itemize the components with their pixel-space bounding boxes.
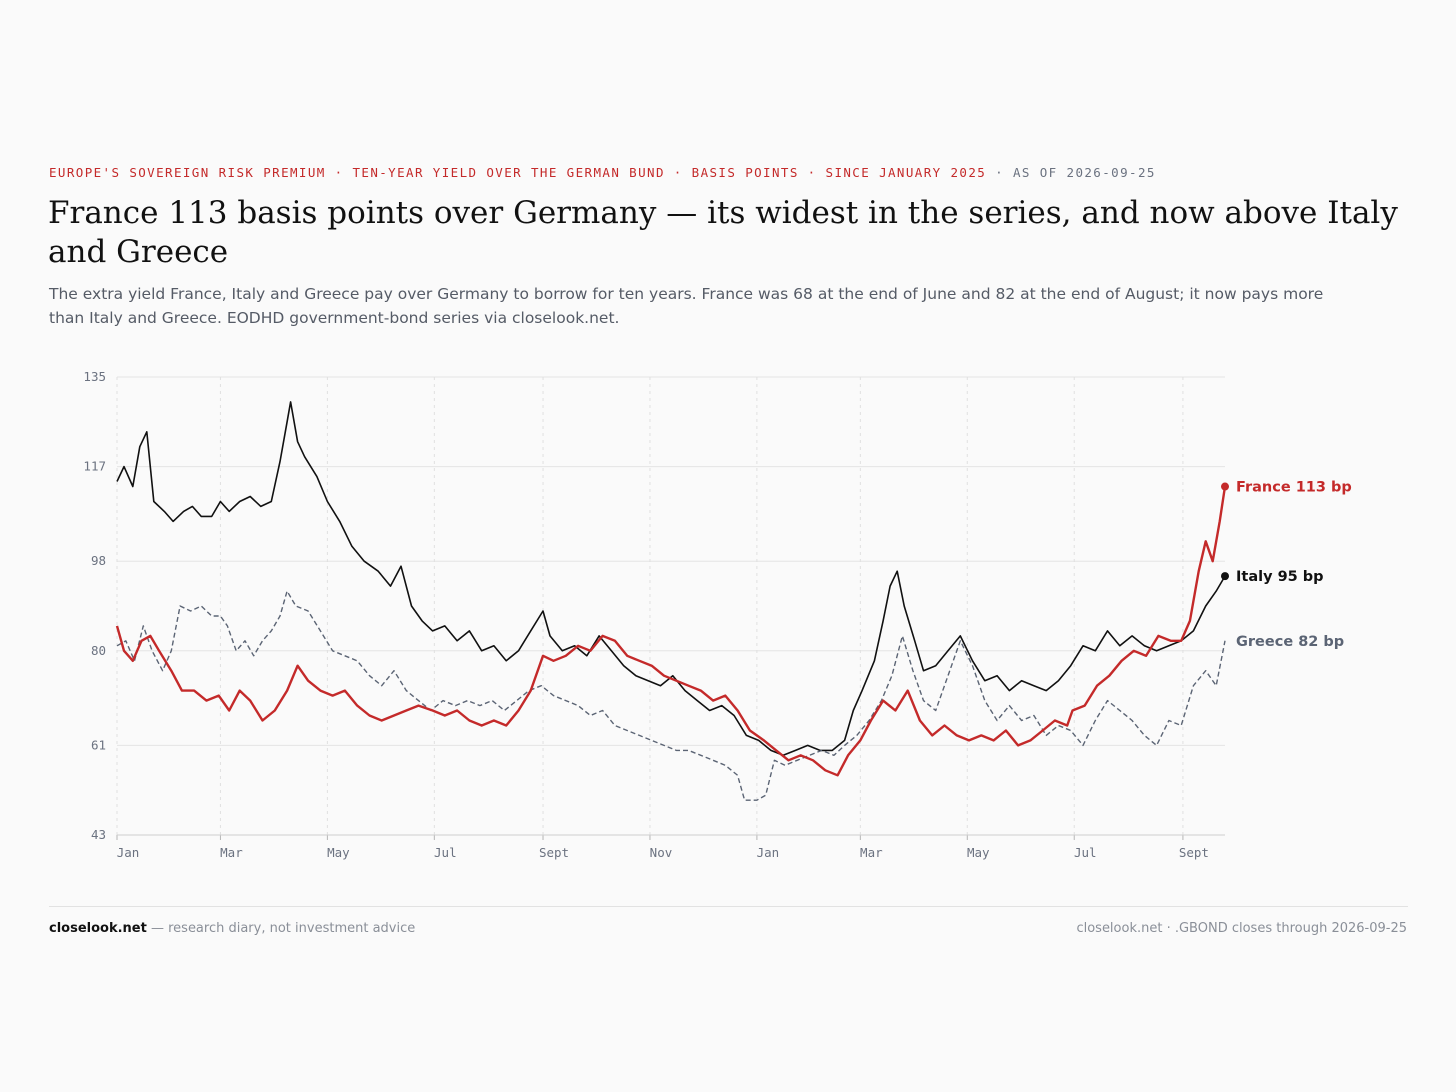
greece-end-label: Greece 82 bp [1236,634,1344,650]
y-tick-label: 117 [83,459,106,474]
footer-divider [49,906,1408,907]
chart-subtitle: The extra yield France, Italy and Greece… [49,285,1324,327]
x-tick-label: Mar [220,845,243,860]
x-tick-label: Sept [1179,845,1209,860]
x-tick-label: May [327,845,350,860]
footer-brand-block: closelook.net — research diary, not inve… [49,921,415,936]
y-tick-label: 61 [91,737,106,752]
kicker-topic: EUROPE'S SOVEREIGN RISK PREMIUM · TEN-YE… [49,165,987,180]
italy-end-dot [1221,572,1229,581]
x-tick-label: Jul [434,845,457,860]
x-tick-label: Sept [539,845,569,860]
y-tick-label: 98 [91,553,106,568]
x-tick-label: May [967,845,990,860]
chart-end-labels: Italy 95 bp Greece 82 bp France 113 bp [1221,480,1352,650]
chart-axes: 43 61 80 98 117 135 Jan Mar May Jul Sept Nov Jan Mar M… [83,369,1225,860]
chart-title: France 113 basis points over Germany — i… [48,195,1398,270]
y-tick-label: 43 [91,827,106,842]
chart-series [115,401,1227,801]
france-end-label: France 113 bp [1236,480,1352,496]
y-tick-label: 135 [83,369,106,384]
greece-series-line [116,590,1226,801]
italy-end-label: Italy 95 bp [1236,569,1324,585]
france-series-line [115,486,1227,777]
x-tick-label: Nov [650,845,673,860]
spread-line-chart: 43 61 80 98 117 135 Jan Mar May Jul Sept Nov Jan Mar M… [83,369,1352,860]
kicker-as-of: · AS OF 2026-09-25 [986,165,1156,180]
footer-brand[interactable]: closelook.net [49,921,147,936]
y-tick-label: 80 [91,643,106,658]
france-end-dot [1221,482,1229,491]
x-tick-label: Jan [757,845,780,860]
x-tick-label: Mar [860,845,883,860]
x-tick-label: Jan [117,845,140,860]
x-tick-label: Jul [1074,845,1097,860]
italy-series-line [116,401,1226,757]
chart-kicker: EUROPE'S SOVEREIGN RISK PREMIUM · TEN-YE… [49,165,1156,180]
footer-source: closelook.net · .GBOND closes through 20… [1076,921,1407,936]
footer-disclaimer: — research diary, not investment advice [146,921,416,936]
